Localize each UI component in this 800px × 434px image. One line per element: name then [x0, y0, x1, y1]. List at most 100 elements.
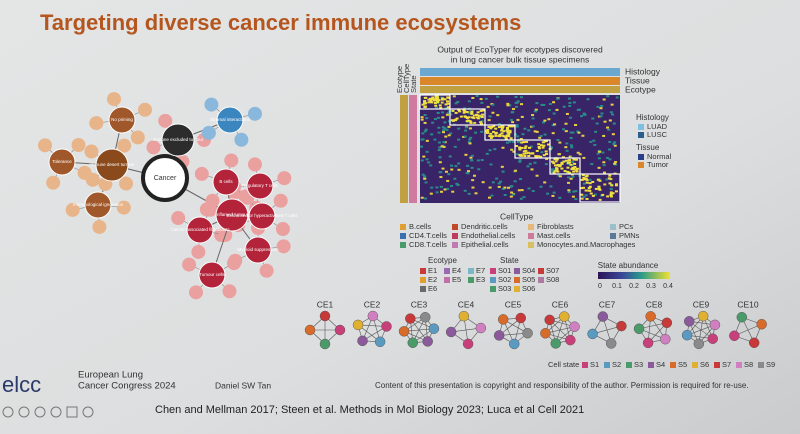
- heatmap-cell: [584, 189, 588, 192]
- legend-title: Ecotype: [428, 256, 457, 265]
- heatmap-cell: [531, 114, 535, 117]
- heatmap-cell: [437, 99, 441, 102]
- diagram-leaf: [158, 113, 173, 128]
- legend-label: E5: [452, 275, 461, 284]
- network-node: [497, 314, 509, 325]
- heatmap-cell: [511, 108, 515, 111]
- diagram-node-label: Cancer-associated fibroblasts: [170, 227, 230, 232]
- heatmap-cell: [434, 106, 438, 109]
- heatmap-cell: [509, 137, 513, 140]
- network-label: CE7: [599, 299, 616, 309]
- diagram-leaf: [171, 211, 186, 226]
- heatmap-cell: [593, 143, 597, 146]
- heatmap-cell: [420, 138, 424, 141]
- heatmap-cell: [437, 141, 441, 144]
- heatmap-cell: [420, 145, 424, 148]
- heatmap-cell: [479, 121, 483, 124]
- heatmap-cell: [488, 115, 492, 118]
- legend-swatch: [400, 233, 406, 239]
- legend-swatch: [638, 124, 644, 130]
- heatmap-cell: [530, 168, 534, 171]
- heatmap-cell: [463, 135, 467, 138]
- heatmap-cell: [446, 112, 450, 115]
- heatmap-cell: [545, 152, 549, 155]
- heatmap-cell: [462, 111, 466, 114]
- heatmap-cell: [485, 131, 489, 134]
- network-node: [352, 319, 364, 331]
- heatmap-row-label: Ecotype: [625, 84, 656, 94]
- heatmap-cell: [535, 155, 539, 158]
- heatmap-cell: [470, 112, 474, 115]
- legend-swatch: [670, 362, 676, 368]
- network-node: [544, 314, 555, 326]
- heatmap-cell: [433, 98, 437, 101]
- heatmap-cell: [500, 126, 504, 129]
- heatmap-cell: [589, 192, 593, 195]
- heatmap-cell: [471, 96, 475, 99]
- heatmap-cell: [431, 121, 435, 124]
- heatmap-cell: [606, 95, 610, 98]
- heatmap-cell: [585, 181, 589, 184]
- heatmap-cell: [468, 120, 472, 123]
- legend-label: S1: [590, 360, 599, 369]
- legend-label: E2: [428, 275, 437, 284]
- heatmap-cell: [487, 119, 491, 122]
- colorbar-tick: 0: [598, 283, 602, 290]
- heatmap-cell: [464, 126, 468, 129]
- heatmap-cell: [440, 145, 444, 148]
- heatmap-cell: [420, 159, 424, 162]
- heatmap-cell: [516, 100, 520, 103]
- heatmap-cell: [488, 186, 492, 189]
- legend-swatch: [638, 154, 644, 160]
- heatmap-cell: [477, 114, 481, 117]
- heatmap-side-label: Ecotype: [395, 66, 404, 93]
- heatmap-cell: [597, 187, 601, 190]
- heatmap-cell: [602, 164, 606, 167]
- heatmap-cell: [524, 149, 528, 152]
- heatmap-cell: [499, 180, 503, 183]
- legend-label: E7: [476, 266, 485, 275]
- legend-label: S07: [546, 266, 559, 275]
- heatmap-cell: [470, 154, 474, 157]
- heatmap-cell: [533, 110, 537, 113]
- legend-label: S6: [700, 360, 709, 369]
- heatmap-cell: [434, 104, 438, 107]
- heatmap-cell: [567, 189, 571, 192]
- heatmap-cell: [542, 144, 546, 147]
- heatmap-cell: [421, 132, 425, 135]
- heatmap-cell: [514, 169, 518, 172]
- diagram-node-label: Inflamed tumour: [216, 212, 249, 217]
- heatmap-cell: [547, 109, 551, 112]
- legend-swatch: [400, 224, 406, 230]
- network-label: CE2: [364, 299, 381, 309]
- heatmap-cell: [497, 126, 501, 129]
- heatmap-cell: [557, 153, 561, 156]
- heatmap-cell: [554, 160, 558, 163]
- heatmap-cell: [420, 116, 424, 119]
- heatmap-cell: [574, 198, 578, 201]
- heatmap-cell: [522, 196, 526, 199]
- heatmap-cell: [449, 132, 453, 135]
- heatmap-cell: [565, 149, 569, 152]
- heatmap-cell: [558, 196, 562, 199]
- diagram-node-label: Immune desert tumour: [89, 162, 135, 167]
- heatmap-cell: [455, 117, 459, 120]
- heatmap-cell: [510, 148, 514, 151]
- heatmap-cell: [491, 111, 495, 114]
- heatmap-cell: [583, 178, 587, 181]
- heatmap-cell: [504, 137, 508, 140]
- legend-label: Monocytes.and.Macrophages: [537, 240, 636, 249]
- heatmap-cell: [610, 184, 614, 187]
- heatmap-cell: [464, 129, 468, 132]
- legend-label: S02: [498, 275, 511, 284]
- heatmap-cell: [574, 169, 578, 172]
- heatmap-cell: [449, 113, 453, 116]
- heatmap-cell: [424, 181, 428, 184]
- diagram-leaf: [191, 244, 206, 259]
- heatmap-cell: [479, 98, 483, 101]
- heatmap-cell: [506, 104, 510, 107]
- heatmap-cell: [560, 167, 564, 170]
- diagram-leaf: [38, 138, 53, 153]
- diagram-leaf: [247, 157, 262, 172]
- heatmap-cell: [606, 126, 610, 129]
